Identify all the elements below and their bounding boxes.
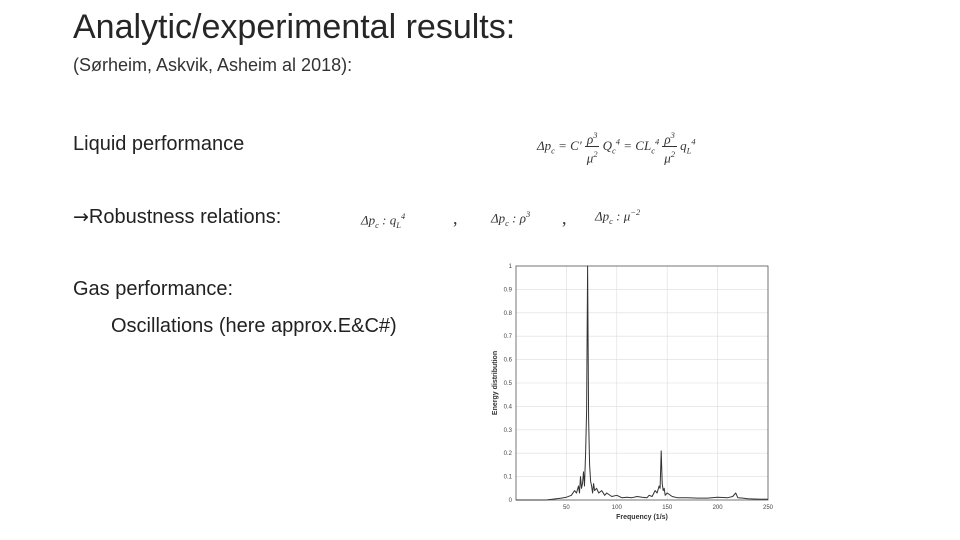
eq-fraction-1: ρ3 μ2 [584, 128, 600, 166]
rel1-sep: : [378, 212, 390, 228]
f2-num: ρ [664, 131, 671, 147]
chart-series [516, 265, 769, 501]
eq-q1: Q [602, 137, 613, 153]
eq-q1-sub: c [612, 145, 616, 156]
y-tick-label: 0.7 [504, 334, 513, 340]
rel1-lhs: Δp [361, 212, 376, 228]
eq-q2: q [680, 137, 687, 153]
f2-den-sup: 2 [670, 149, 676, 160]
robustness-label: Robustness relations: [88, 206, 282, 228]
comma-2: , [562, 208, 567, 228]
f1-den-sup: 2 [593, 149, 598, 160]
x-axis-ticks: 50 100 150 200 250 [563, 505, 773, 511]
right-arrow-icon: → [73, 206, 89, 228]
eq-q2-sup: 4 [691, 136, 696, 147]
x-tick-label: 200 [713, 505, 724, 511]
x-tick-label: 150 [662, 505, 673, 511]
y-tick-label: 0.1 [504, 475, 513, 481]
relation-mu: Δpc : μ−2 [595, 207, 640, 226]
y-tick-label: 1 [509, 264, 513, 270]
y-tick-label: 0 [509, 498, 513, 504]
f1-num-sup: 3 [593, 130, 598, 140]
eq-fraction-2: ρ3 μ2 [662, 128, 677, 166]
slide-subtitle: (Sørheim, Askvik, Asheim al 2018): [73, 55, 353, 75]
relation-rho: Δpc : ρ3 [491, 209, 530, 228]
f1-den: μ [586, 150, 594, 166]
y-tick-label: 0.5 [504, 381, 513, 387]
x-tick-label: 50 [563, 505, 570, 511]
y-tick-label: 0.2 [504, 451, 513, 457]
f2-num-sup: 3 [670, 130, 675, 140]
rel2-lhs: Δp [491, 210, 506, 226]
rel2-lhs-sub: c [505, 217, 509, 228]
rel3-rhs: μ [623, 208, 631, 224]
series-line [516, 265, 769, 501]
rel2-rhs-sup: 3 [525, 209, 531, 219]
gas-performance-label: Gas performance: [73, 278, 234, 300]
comma-1: , [453, 208, 458, 228]
eq-lhs: Δp [537, 137, 552, 153]
chart-background [488, 260, 773, 532]
eq-l-sub: c [651, 145, 655, 156]
y-axis-label: Energy distribution [492, 351, 499, 415]
eq-equals-c: = C [558, 137, 579, 153]
rel2-sep: : [508, 210, 520, 226]
rel3-sep: : [612, 208, 624, 224]
rel3-rhs-sup: −2 [630, 207, 641, 217]
rel1-rhs-sup: 4 [400, 211, 406, 221]
rel1-rhs: q [389, 212, 397, 228]
main-equation: Δpc = C′ ρ3 μ2 Qc4 = CLc4 ρ3 μ2 qL4 [537, 128, 696, 166]
y-tick-label: 0.4 [504, 404, 513, 410]
liquid-performance-label: Liquid performance [73, 133, 245, 155]
y-tick-label: 0.9 [504, 287, 513, 293]
eq-prime: ′ [578, 137, 582, 153]
y-axis-ticks: 0 0.1 0.2 0.3 0.4 0.5 0.6 0.7 0.8 0.9 1 [504, 264, 513, 504]
x-tick-label: 100 [612, 505, 623, 511]
f2-den: μ [664, 150, 671, 166]
eq-q1-sup: 4 [615, 136, 621, 147]
rel1-lhs-sub: c [375, 219, 379, 230]
x-axis-label: Frequency (1/s) [616, 514, 668, 521]
y-tick-label: 0.3 [504, 428, 513, 434]
f1-num: ρ [586, 131, 594, 147]
y-tick-label: 0.6 [504, 358, 513, 364]
y-tick-label: 0.8 [504, 311, 513, 317]
rel1-rhs-sub: L [396, 219, 401, 230]
relation-q: Δpc : qL4 [361, 211, 405, 230]
oscillations-label: Oscillations (here approx.E&C#) [111, 315, 397, 337]
eq-l-sup: 4 [654, 136, 660, 147]
chart-svg: 0 0.1 0.2 0.3 0.4 0.5 0.6 0.7 0.8 0.9 1 50 100 150 20… [488, 260, 773, 532]
slide-title: Analytic/experimental results: [73, 8, 516, 46]
energy-spectrum-chart: 0 0.1 0.2 0.3 0.4 0.5 0.6 0.7 0.8 0.9 1 50 100 150 20… [488, 260, 773, 532]
x-tick-label: 250 [763, 505, 773, 511]
plot-frame [515, 265, 769, 501]
eq-lhs-sub: c [551, 145, 555, 156]
rel2-rhs: ρ [519, 210, 526, 226]
eq-equals-cl: = CL [623, 137, 652, 153]
eq-q2-sub: L [686, 145, 692, 156]
rel3-lhs: Δp [595, 208, 610, 224]
robustness-relations: →Robustness relations: [73, 206, 281, 229]
rel3-lhs-sub: c [609, 215, 613, 226]
